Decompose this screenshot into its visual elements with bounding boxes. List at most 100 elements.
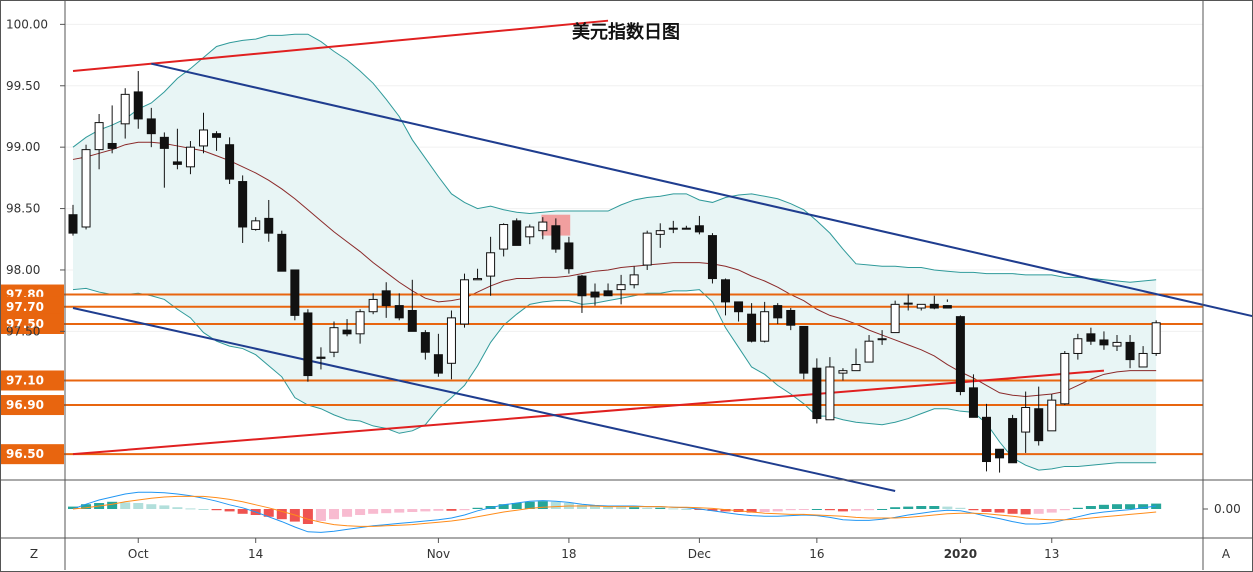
macd-bar-22 <box>355 509 366 515</box>
x-tick-label-5: 16 <box>809 547 824 561</box>
candle-26 <box>407 279 417 332</box>
macd-bar-25 <box>394 509 405 513</box>
candle-8 <box>172 128 182 170</box>
price-axis[interactable]: 100.00 99.50 99.00 98.50 98.00 97.50 <box>6 17 65 338</box>
candle-body-down <box>1008 418 1018 464</box>
macd-bar-52 <box>746 509 757 513</box>
macd-bar-70 <box>981 509 992 512</box>
candle-body-up <box>499 224 509 250</box>
candle-body-down <box>734 301 744 313</box>
y-tick-label-0: 100.00 <box>6 17 48 31</box>
level-label-4: 96.90 <box>6 398 44 412</box>
candle-15 <box>264 199 274 242</box>
candle-39 <box>577 274 587 313</box>
candle-body-down <box>799 325 809 374</box>
bollinger-upper-line <box>72 33 1157 283</box>
macd-bar-80 <box>1112 504 1122 509</box>
macd-bar-57 <box>811 509 822 510</box>
candle-body-up <box>890 303 900 334</box>
candle-69 <box>968 374 978 418</box>
macd-bar-28 <box>433 509 444 511</box>
macd-bar-58 <box>824 509 835 511</box>
macd-bar-68 <box>955 507 966 509</box>
candle-body-down <box>995 448 1005 459</box>
candle-body-down <box>577 275 587 297</box>
trend-lines <box>72 19 1253 492</box>
candle-body-up <box>916 303 926 309</box>
macd-bar-12 <box>224 509 235 512</box>
candle-49 <box>707 233 717 284</box>
candle-body-up <box>368 298 378 313</box>
candle-53 <box>760 301 770 343</box>
candle-body-up <box>81 149 91 228</box>
candle-body-up <box>199 129 208 147</box>
candle-body-down <box>238 181 248 228</box>
candle-body-down <box>603 290 613 297</box>
y-tick-label-3: 98.50 <box>6 202 40 216</box>
candle-81 <box>1125 335 1135 369</box>
candle-3 <box>107 105 117 154</box>
macd-bar-60 <box>851 509 861 511</box>
candle-11 <box>212 131 222 151</box>
candle-body-down <box>394 305 404 319</box>
macd-bar-77 <box>1072 507 1083 509</box>
candle-4 <box>120 88 130 139</box>
level-label-5: 96.50 <box>6 447 44 461</box>
macd-bar-39 <box>576 504 587 509</box>
candle-body-down <box>942 305 952 309</box>
candle-30 <box>460 273 469 328</box>
candle-body-down <box>212 133 222 138</box>
candle-body-up <box>460 279 469 325</box>
candle-29 <box>446 310 456 380</box>
level-tag-4 <box>0 395 64 416</box>
auto-scale-button[interactable]: A <box>1222 547 1231 561</box>
macd-bar-54 <box>772 509 783 512</box>
macd-bar-64 <box>903 506 914 509</box>
macd-bar-13 <box>237 509 248 514</box>
macd-bar-79 <box>1098 504 1109 509</box>
macd-bar-45 <box>655 507 666 509</box>
candle-body-down <box>707 235 717 280</box>
macd-bar-73 <box>1020 509 1031 515</box>
candle-14 <box>251 217 261 231</box>
macd-bar-47 <box>681 509 692 510</box>
candle-50 <box>721 278 730 316</box>
y-tick-label-5: 97.50 <box>6 324 40 338</box>
macd-bar-8 <box>172 507 183 509</box>
bollinger-bands <box>72 33 1157 471</box>
candle-65 <box>916 303 926 311</box>
candle-body-up <box>120 93 130 125</box>
macd-bar-31 <box>472 507 483 509</box>
candle-0 <box>68 204 78 236</box>
candle-body-up <box>655 230 665 235</box>
zoom-button[interactable]: Z <box>30 547 38 561</box>
candle-body-up <box>525 226 535 238</box>
candle-80 <box>1112 335 1122 352</box>
candle-47 <box>681 225 691 230</box>
time-axis[interactable]: Oct 14 Nov 18 Dec 16 2020 13 <box>128 538 1060 561</box>
candle-body-up <box>1151 322 1161 354</box>
candle-body-down <box>694 225 704 233</box>
candle-41 <box>603 283 613 297</box>
candle-23 <box>368 293 378 315</box>
macd-bar-75 <box>1046 509 1057 513</box>
x-tick-label-2: Nov <box>427 547 450 561</box>
candle-body-up <box>473 278 483 281</box>
candle-78 <box>1086 327 1096 345</box>
macd-bar-59 <box>837 509 848 512</box>
candle-body-down <box>773 305 783 319</box>
candle-body-up <box>616 284 626 291</box>
macd-bar-41 <box>603 506 614 509</box>
macd-bar-62 <box>877 509 888 510</box>
candle-62 <box>877 330 887 345</box>
macd-bar-67 <box>942 506 953 509</box>
macd-bar-69 <box>968 509 979 511</box>
macd-bar-18 <box>302 509 313 524</box>
candle-body-down <box>551 225 561 250</box>
candle-76 <box>1060 351 1070 406</box>
bollinger-middle-line <box>72 141 1157 397</box>
level-tag-1 <box>0 296 64 317</box>
macd-bar-23 <box>368 509 379 514</box>
